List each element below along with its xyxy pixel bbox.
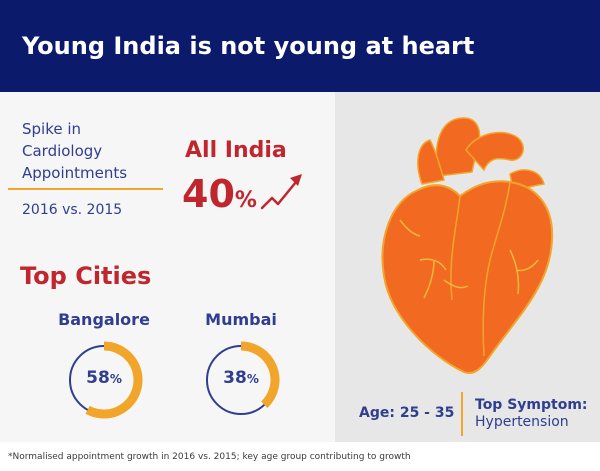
city-value-number: 38 [223, 368, 247, 388]
stats-section: Spike in Cardiology Appointments 2016 vs… [0, 92, 335, 442]
symptom-divider [461, 392, 463, 436]
page-title: Young India is not young at heart [22, 32, 475, 60]
city-value-unit: % [246, 372, 259, 386]
city-value-bangalore: 58% [64, 368, 144, 388]
heart-illustration-icon [381, 117, 554, 374]
ring-progress-arc [85, 341, 143, 419]
age-group: Age: 25 - 35 [359, 405, 455, 421]
top-cities-title: Top Cities [20, 262, 152, 290]
page-header: Young India is not young at heart [0, 0, 600, 92]
city-name-bangalore: Bangalore [58, 310, 150, 329]
all-india-label: All India [185, 138, 287, 163]
all-india-unit: % [234, 188, 257, 213]
city-value-number: 58 [86, 368, 110, 388]
spike-label: Spike in Cardiology Appointments [22, 118, 172, 184]
footnote: *Normalised appointment growth in 2016 v… [8, 452, 411, 462]
spike-label-line: Spike in [22, 120, 82, 138]
trend-up-arrow-icon [260, 174, 302, 210]
city-value-unit: % [109, 372, 122, 386]
city-ring-mumbai [206, 341, 280, 415]
top-symptom-label: Top Symptom: [475, 397, 588, 413]
top-symptom-value: Hypertension [475, 414, 569, 430]
spike-divider [8, 188, 163, 190]
all-india-value: 40% [182, 172, 257, 223]
spike-label-line: Appointments [22, 164, 128, 182]
city-value-mumbai: 38% [201, 368, 281, 388]
all-india-number: 40 [182, 172, 235, 216]
heart-section: Age: 25 - 35 Top Symptom: Hypertension [335, 92, 600, 442]
city-name-mumbai: Mumbai [205, 310, 277, 329]
city-ring-bangalore [69, 341, 143, 419]
infographic-panel: Spike in Cardiology Appointments 2016 vs… [0, 92, 600, 442]
comparison-text: 2016 vs. 2015 [22, 202, 123, 218]
ring-progress-arc [240, 341, 280, 409]
spike-label-line: Cardiology [22, 142, 103, 160]
